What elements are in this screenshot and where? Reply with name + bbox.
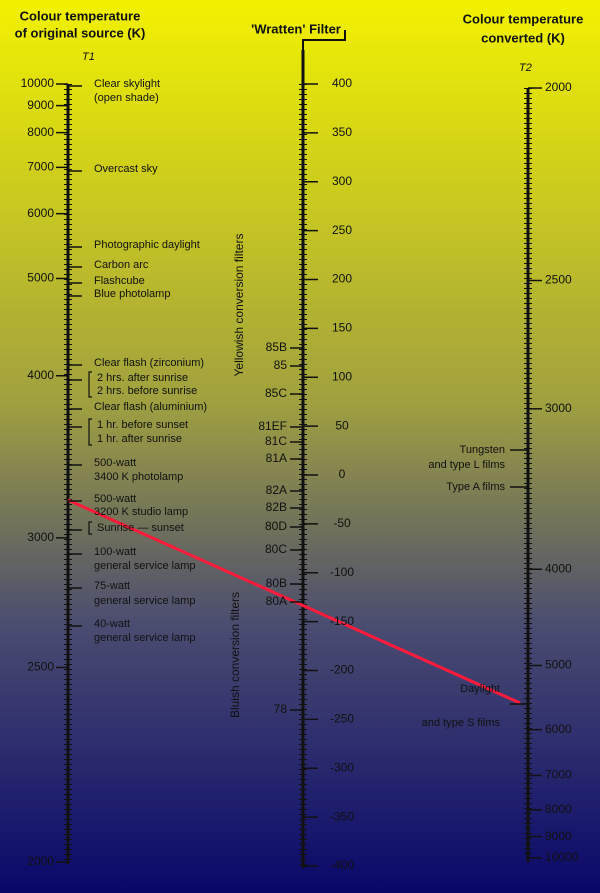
- tick-label: 50: [335, 418, 349, 432]
- tick-label: 100: [332, 369, 352, 383]
- tick-label: 250: [332, 223, 352, 237]
- tick-label: 2000: [27, 854, 54, 868]
- tick-label: 7000: [27, 160, 54, 174]
- tick-label: 8000: [27, 125, 54, 139]
- bracket: [88, 521, 92, 535]
- annotation: Photographic daylight: [94, 239, 200, 251]
- tick-label: 10000: [21, 76, 55, 90]
- left-title: of original source (K): [15, 25, 146, 40]
- tick-label: -100: [330, 565, 354, 579]
- annotation: and type L films: [428, 459, 505, 471]
- right-symbol: T2: [519, 62, 532, 74]
- filter-label: 85C: [265, 386, 287, 400]
- filter-label: 80D: [265, 519, 287, 533]
- tick-label: 3000: [27, 530, 54, 544]
- filter-label: 81C: [265, 434, 287, 448]
- filter-label: 80B: [266, 576, 287, 590]
- tick-label: 0: [339, 467, 346, 481]
- filter-label: 80A: [266, 594, 287, 608]
- left-symbol: T1: [82, 51, 95, 63]
- annotation: 500-watt: [94, 493, 136, 505]
- annotation: Tungsten: [460, 444, 505, 456]
- tick-label: 2500: [545, 273, 572, 287]
- annotation: Type A films: [446, 481, 505, 493]
- filter-label: 81EF: [258, 419, 287, 433]
- annotation: 3200 K studio lamp: [94, 506, 188, 518]
- annotation: 1 hr. after sunrise: [97, 433, 182, 445]
- annotation: general service lamp: [94, 560, 196, 572]
- upper-label: Yellowish conversion filters: [232, 234, 246, 377]
- tick-label: -150: [330, 614, 354, 628]
- filter-label: 82B: [266, 500, 287, 514]
- annotation: Blue photolamp: [94, 288, 170, 300]
- tick-label: -350: [330, 809, 354, 823]
- right-title: Colour temperature: [463, 11, 584, 26]
- annotation: and type S films: [422, 717, 501, 729]
- tick-label: -50: [333, 516, 351, 530]
- right-title: converted (K): [481, 30, 565, 45]
- annotation: Clear skylight: [94, 78, 160, 90]
- filter-label: 80C: [265, 542, 287, 556]
- tick-label: 8000: [545, 802, 572, 816]
- tick-label: 4000: [27, 368, 54, 382]
- annotation: 2 hrs. after sunrise: [97, 372, 188, 384]
- filter-label: 85B: [266, 340, 287, 354]
- tick-label: -400: [330, 858, 354, 872]
- tick-label: 5000: [545, 658, 572, 672]
- tick-label: 9000: [545, 829, 572, 843]
- tick-label: -300: [330, 760, 354, 774]
- annotation: 500-watt: [94, 457, 136, 469]
- filter-bracket: [302, 30, 346, 50]
- tick-label: 2000: [545, 80, 572, 94]
- tick-label: -200: [330, 663, 354, 677]
- annotation: (open shade): [94, 92, 159, 104]
- annotation: 2 hrs. before sunrise: [97, 385, 197, 397]
- tick-label: 350: [332, 125, 352, 139]
- annotation: 40-watt: [94, 618, 130, 630]
- tick-label: 400: [332, 76, 352, 90]
- tick-label: 2500: [27, 660, 54, 674]
- annotation: general service lamp: [94, 595, 196, 607]
- annotation: 75-watt: [94, 580, 130, 592]
- annotation: Clear flash (zirconium): [94, 357, 204, 369]
- annotation: 3400 K photolamp: [94, 471, 183, 483]
- annotation: general service lamp: [94, 632, 196, 644]
- tick-label: 3000: [545, 401, 572, 415]
- middle-title: 'Wratten' Filter: [251, 21, 341, 36]
- tick-label: 5000: [27, 271, 54, 285]
- filter-label: 81A: [266, 451, 287, 465]
- tick-label: 6000: [545, 722, 572, 736]
- filter-label: 82A: [266, 483, 287, 497]
- annotation: 1 hr. before sunset: [97, 419, 188, 431]
- tick-label: 10000: [545, 850, 579, 864]
- tick-label: -250: [330, 712, 354, 726]
- lower-label: Bluish conversion filters: [228, 592, 242, 718]
- tick-label: 150: [332, 321, 352, 335]
- annotation: Daylight: [460, 683, 500, 695]
- annotation: Overcast sky: [94, 163, 158, 175]
- tick-label: 9000: [27, 98, 54, 112]
- bracket: [88, 371, 92, 398]
- filter-label: 78: [274, 702, 288, 716]
- tick-label: 7000: [545, 768, 572, 782]
- annotation: Carbon arc: [94, 259, 149, 271]
- tick-label: 200: [332, 272, 352, 286]
- tick-label: 300: [332, 174, 352, 188]
- annotation: Flashcube: [94, 275, 145, 287]
- left-title: Colour temperature: [20, 8, 141, 23]
- annotation: Clear flash (aluminium): [94, 401, 207, 413]
- tick-label: 6000: [27, 206, 54, 220]
- tick-label: 4000: [545, 561, 572, 575]
- bracket: [88, 418, 92, 446]
- annotation: Sunrise — sunset: [97, 522, 184, 534]
- annotation: 100-watt: [94, 546, 136, 558]
- filter-label: 85: [274, 358, 288, 372]
